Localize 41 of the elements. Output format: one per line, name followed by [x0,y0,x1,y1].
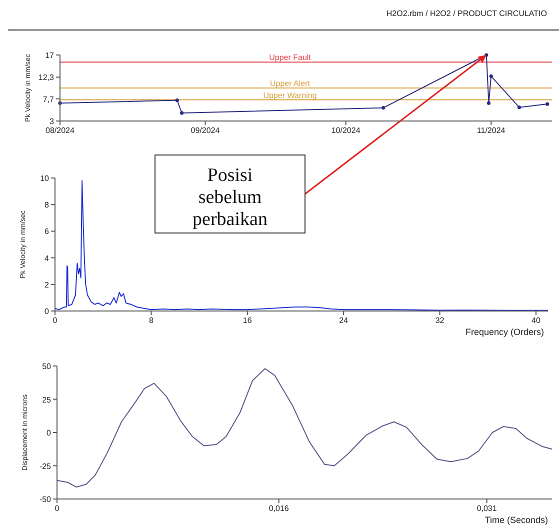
ref-line-label: Upper Warning [263,90,317,100]
x-tick-label: 0,031 [476,504,498,513]
x-tick-label: 08/2024 [46,126,76,135]
x-tick-label: 11/2024 [476,126,506,135]
ref-line-label: Upper Alert [270,79,311,88]
y-tick-label: 6 [44,227,50,236]
y-tick-label: 0 [44,307,50,316]
point [546,102,550,106]
line-series [56,368,552,488]
y-tick-label: 4 [44,254,50,263]
y-tick-label: -50 [39,495,52,504]
x-tick-label: 10/2024 [331,126,361,135]
x-tick-label: 40 [532,316,541,325]
y-tick-label: 17 [45,51,55,60]
y-tick-label: 12,3 [38,73,55,82]
ref-line-label: Upper Fault [269,53,312,62]
annotation: Posisi sebelum perbaikan [192,165,268,230]
x-tick-label: 0,016 [268,504,290,513]
point [180,111,184,115]
point [489,74,493,78]
x-axis-title: Frequency (Orders) [465,327,544,337]
x-tick-label: 16 [242,316,252,325]
x-tick-label: 32 [435,316,445,325]
y-tick-label: 50 [42,362,52,371]
y-tick-label: 0 [46,428,52,438]
y-tick-label: -25 [39,462,52,471]
y-tick-label: 7,7 [42,94,55,104]
point [382,106,386,110]
y-tick-label: 8 [44,200,50,210]
x-tick-label: 8 [148,316,154,325]
chart-title: H2O2.rbm / H2O2 / PRODUCT CIRCULATIO [386,9,547,18]
y-tick-label: 2 [44,280,50,290]
y-tick-label: 25 [42,395,52,404]
point [486,101,491,105]
x-tick-label: 24 [339,316,349,325]
x-axis-title: Time (Seconds) [484,515,548,525]
point [517,106,521,110]
point [175,98,179,102]
y-tick-label: 3 [50,117,55,126]
y-tick-label: 10 [40,174,50,183]
x-tick-label: 09/2024 [190,126,220,135]
